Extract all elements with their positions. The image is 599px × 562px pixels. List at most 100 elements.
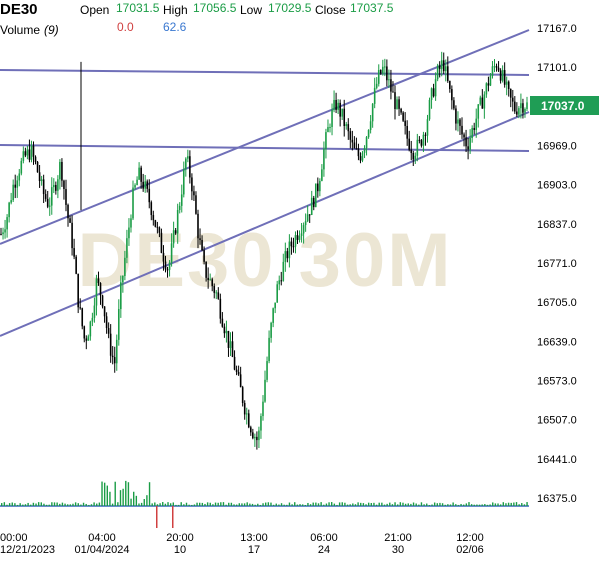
candle-body [345, 124, 348, 127]
candle-body [416, 139, 419, 156]
volume-bar [341, 502, 343, 506]
volume-bar [362, 503, 365, 506]
candle-body [522, 103, 524, 113]
volume-bar [217, 502, 219, 506]
candle-body [323, 149, 325, 170]
volume-bar [523, 504, 526, 506]
volume-bar [119, 490, 122, 506]
x-tick-time: 00:00 [0, 532, 28, 544]
candle-body [211, 279, 214, 287]
volume-bar [373, 502, 375, 506]
candle-body [465, 137, 467, 147]
volume-bar [389, 502, 391, 506]
volume-bar [51, 502, 53, 506]
candle-body [317, 183, 319, 192]
candle-body [42, 179, 45, 195]
candle-body [113, 357, 116, 364]
candle-body [300, 233, 303, 236]
candle-body [28, 149, 31, 160]
x-tick-time: 12:00 [456, 532, 484, 544]
candle-body [199, 238, 201, 240]
candle-body [507, 81, 510, 90]
candle-body [367, 129, 370, 138]
candle-body [451, 89, 453, 101]
candle-body [483, 94, 486, 109]
candle-body [294, 235, 297, 247]
candle-body [57, 179, 59, 191]
candle-body [48, 205, 51, 207]
close-label: Close [315, 3, 346, 17]
volume-bar [333, 503, 336, 506]
candle-body [390, 79, 392, 92]
candle-body [422, 134, 425, 146]
candle-body [221, 318, 224, 327]
candle-body [12, 184, 14, 201]
candle-body [296, 235, 299, 240]
candle-body [59, 161, 61, 180]
candle-body [172, 230, 175, 244]
volume-bar [191, 504, 193, 506]
candle-body [278, 280, 281, 285]
volume-bar [251, 503, 254, 506]
candle-body [166, 269, 169, 271]
volume-bar [222, 502, 225, 506]
candle-body [162, 252, 165, 262]
volume-bar [1, 503, 3, 506]
volume-bar [407, 503, 409, 506]
high-label: High [163, 3, 188, 17]
candle-body [83, 326, 86, 339]
candle-body [359, 156, 362, 161]
candle-body [258, 430, 260, 441]
candle-body [276, 284, 279, 303]
legend-header: DE30 Open 17031.5 High 17056.5 Low 17029… [0, 1, 394, 37]
symbol-label: DE30 [0, 1, 38, 18]
candle-body [44, 194, 47, 199]
candle-body [0, 233, 2, 235]
y-tick-label: 16639.0 [537, 336, 577, 348]
candle-body [361, 152, 364, 161]
volume-bar [30, 504, 32, 506]
y-tick-label: 16441.0 [537, 454, 577, 466]
candle-body [446, 66, 449, 81]
candle-body [518, 108, 520, 115]
volume-bar [172, 502, 174, 506]
candle-body [272, 308, 274, 323]
candle-body [288, 241, 291, 259]
volume-bar [299, 504, 301, 506]
candle-body [493, 66, 496, 68]
volume-bar [146, 495, 148, 506]
candle-body [136, 179, 138, 186]
candle-body [371, 103, 374, 122]
candle-body [286, 251, 289, 259]
volume-bar [156, 504, 159, 506]
volume-bar [291, 504, 293, 506]
candle-body [18, 173, 21, 181]
y-tick-label: 16969.0 [537, 141, 577, 153]
volume-bar [201, 502, 204, 506]
candle-body [400, 108, 402, 113]
volume-bar [106, 485, 108, 506]
candle-body [140, 167, 142, 182]
y-tick-label: 16705.0 [537, 297, 577, 309]
candle-body [182, 169, 185, 195]
candle-body [252, 432, 254, 439]
volume-bar [452, 502, 454, 506]
candle-body [410, 149, 413, 154]
candle-body [22, 151, 25, 161]
candle-body [302, 225, 305, 234]
candle-body [26, 149, 29, 156]
price-badge: 17037.0 [541, 99, 585, 113]
candle-body [408, 138, 411, 150]
candle-body [223, 326, 226, 334]
candle-body [414, 155, 417, 160]
volume-bar [138, 503, 140, 506]
open-value: 17031.5 [116, 1, 160, 15]
candle-body [489, 75, 492, 86]
candle-body [99, 283, 102, 296]
volume-bar [35, 503, 37, 506]
volume-bar [214, 502, 217, 506]
volume-bar [212, 504, 214, 506]
volume-bar [272, 504, 275, 506]
x-tick-time: 20:00 [166, 532, 194, 544]
candle-body [353, 142, 356, 149]
